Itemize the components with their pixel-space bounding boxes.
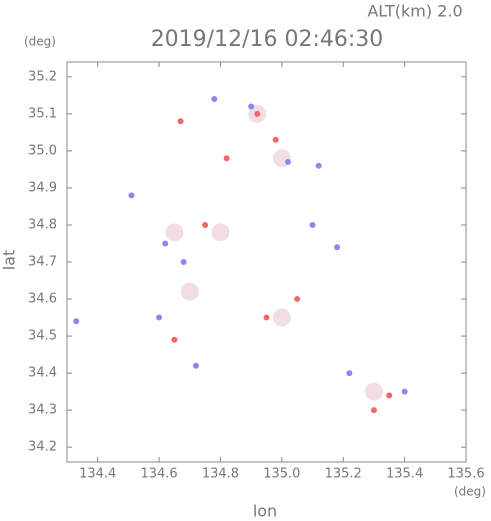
x-unit: (deg) [454,485,486,499]
echo [211,96,218,103]
echo [162,240,169,247]
x-tick-label: 134.6 [140,467,177,482]
y-tick-label: 34.8 [28,217,57,232]
plot-frame [66,61,467,463]
echo [309,221,316,228]
echo [294,296,301,303]
y-unit: (deg) [24,35,56,49]
x-tick-label: 135.2 [325,467,362,482]
y-tick-label: 34.4 [28,366,57,381]
x-label: lon [253,502,277,521]
echo [334,244,341,251]
x-tick-label: 134.4 [79,467,116,482]
y-tick-label: 34.6 [28,292,57,307]
echo [284,159,291,165]
echo [386,392,393,399]
echo [156,314,163,321]
y-tick-label: 34.7 [28,255,57,270]
y-label: lat [0,250,19,271]
altitude: ALT(km) 2.0 [367,2,462,21]
y-tick-label: 35.2 [28,69,57,84]
echo [223,155,230,162]
echo [180,282,199,301]
y-tick-label: 35.0 [28,143,57,158]
echo [73,318,80,325]
echo [364,382,383,401]
echo [272,136,279,143]
echo [177,118,184,125]
chart-title: 2019/12/16 02:46:30 [151,27,384,52]
echo [254,110,261,117]
echo [180,259,187,265]
echo [263,314,270,321]
x-tick-label: 135.0 [263,467,300,482]
echo [211,223,230,242]
echo [315,162,322,169]
x-tick-label: 135.4 [386,467,423,482]
y-tick-label: 34.9 [28,180,57,195]
echo [171,336,178,343]
echo [128,192,135,199]
x-tick-label: 135.6 [447,467,484,482]
echo [401,388,408,395]
echo [272,308,291,327]
echo [248,103,255,110]
echo [370,407,377,414]
echo [165,223,184,242]
x-tick-label: 134.8 [202,467,239,482]
echo [202,221,209,228]
y-tick-label: 35.1 [28,106,57,121]
y-tick-label: 34.3 [28,403,57,418]
y-tick-label: 34.5 [28,329,57,344]
echo [192,362,199,369]
y-tick-label: 34.2 [28,440,57,455]
echo [346,370,353,377]
